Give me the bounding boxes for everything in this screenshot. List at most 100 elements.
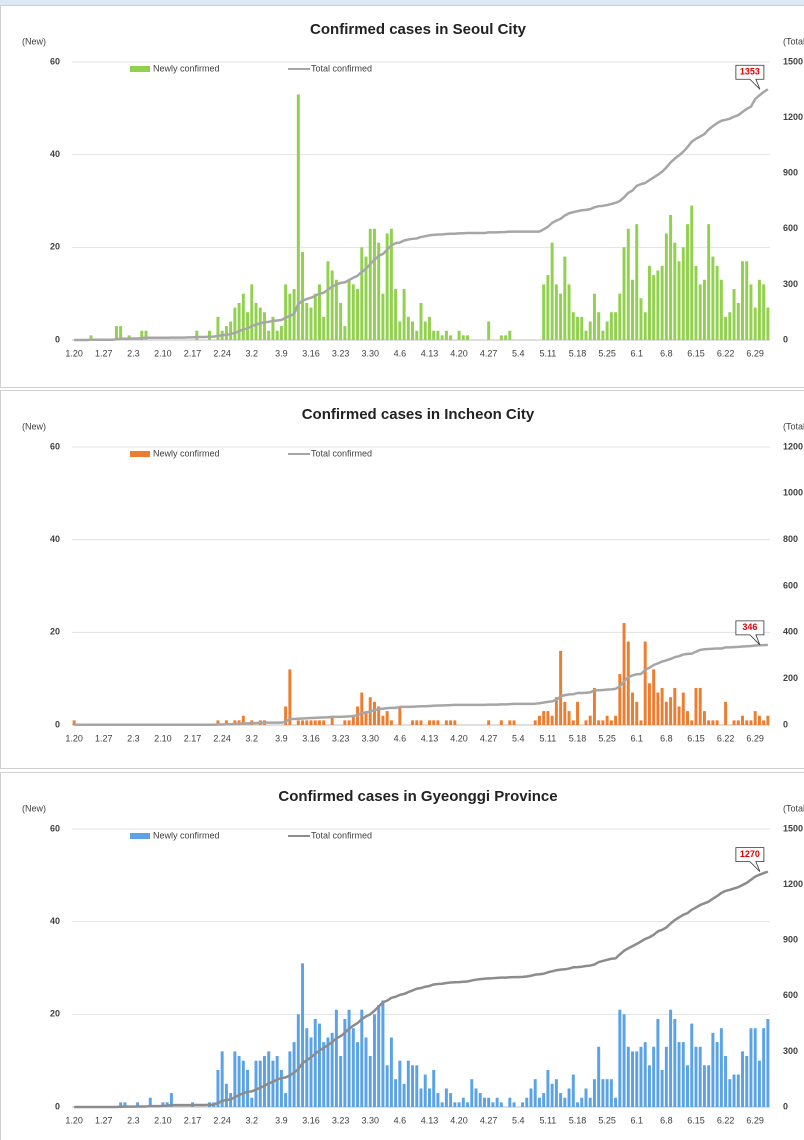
bar bbox=[389, 228, 393, 340]
bar bbox=[639, 1046, 643, 1107]
bar bbox=[250, 284, 254, 340]
bar bbox=[432, 720, 436, 725]
y2-tick-label: 600 bbox=[783, 223, 798, 233]
bar bbox=[453, 1102, 457, 1107]
bar bbox=[631, 279, 634, 340]
bar bbox=[504, 335, 508, 340]
bar bbox=[508, 330, 512, 340]
bar bbox=[216, 316, 220, 340]
chart-title: Confirmed cases in Gyeonggi Province bbox=[278, 788, 557, 805]
x-tick-label: 4.20 bbox=[450, 348, 468, 358]
x-tick-label: 3.30 bbox=[361, 733, 379, 743]
x-tick-label: 5.4 bbox=[512, 1115, 525, 1125]
bar bbox=[398, 706, 402, 725]
bar bbox=[546, 711, 550, 725]
bar bbox=[690, 1023, 694, 1107]
bar bbox=[343, 326, 347, 340]
bar bbox=[444, 720, 448, 725]
bar bbox=[762, 720, 766, 725]
bar bbox=[533, 720, 537, 725]
bar bbox=[690, 720, 694, 725]
bar bbox=[597, 1046, 601, 1107]
x-tick-label: 3.16 bbox=[302, 733, 320, 743]
x-tick-label: 5.25 bbox=[598, 733, 616, 743]
bar bbox=[381, 1000, 385, 1107]
y-tick-label: 40 bbox=[50, 916, 60, 926]
bar bbox=[491, 1102, 495, 1107]
bar bbox=[440, 1102, 444, 1107]
x-tick-label: 2.17 bbox=[184, 733, 202, 743]
x-tick-label: 4.20 bbox=[450, 1115, 468, 1125]
x-tick-label: 4.27 bbox=[480, 348, 498, 358]
x-tick-label: 6.1 bbox=[630, 733, 643, 743]
bar bbox=[736, 720, 740, 725]
y2-tick-label: 1200 bbox=[783, 879, 803, 889]
bar bbox=[292, 1042, 296, 1107]
bar bbox=[652, 275, 656, 340]
bar bbox=[326, 261, 330, 340]
bar bbox=[474, 1088, 478, 1107]
x-tick-label: 3.23 bbox=[332, 348, 350, 358]
bar bbox=[762, 1028, 766, 1107]
x-tick-label: 3.16 bbox=[302, 348, 320, 358]
bar bbox=[702, 1065, 706, 1107]
y-tick-label: 40 bbox=[50, 149, 60, 159]
bar bbox=[525, 1097, 529, 1107]
x-tick-label: 2.17 bbox=[184, 348, 202, 358]
bar bbox=[267, 330, 271, 340]
bar bbox=[542, 711, 546, 725]
x-tick-label: 2.10 bbox=[154, 348, 172, 358]
bar bbox=[317, 284, 321, 340]
bar bbox=[495, 1097, 499, 1107]
bar bbox=[745, 720, 749, 725]
bar bbox=[554, 1079, 558, 1107]
bar bbox=[224, 720, 228, 725]
bar bbox=[626, 641, 630, 725]
bar bbox=[622, 1014, 626, 1107]
bar bbox=[694, 265, 698, 340]
bar bbox=[487, 1097, 491, 1107]
bar bbox=[766, 307, 770, 340]
bar bbox=[601, 1079, 605, 1107]
bar bbox=[728, 1079, 732, 1107]
bar bbox=[686, 1065, 689, 1107]
bar bbox=[508, 1097, 512, 1107]
bar bbox=[647, 683, 651, 725]
x-tick-label: 5.25 bbox=[598, 1115, 616, 1125]
bar bbox=[389, 1037, 393, 1107]
x-tick-label: 6.1 bbox=[630, 1115, 643, 1125]
bar bbox=[563, 256, 567, 340]
bar bbox=[339, 302, 343, 340]
bar bbox=[144, 330, 148, 340]
bar bbox=[389, 720, 393, 725]
bar bbox=[707, 1065, 711, 1107]
bar bbox=[317, 720, 321, 725]
bar bbox=[427, 720, 431, 725]
bar bbox=[267, 1051, 271, 1107]
bar bbox=[546, 275, 550, 340]
bar bbox=[563, 1097, 567, 1107]
bar bbox=[559, 293, 563, 340]
bar bbox=[347, 720, 351, 725]
bar bbox=[757, 1060, 761, 1107]
bar bbox=[643, 641, 647, 725]
bar bbox=[449, 335, 453, 340]
x-tick-label: 5.18 bbox=[569, 348, 587, 358]
bar bbox=[499, 720, 503, 725]
bar bbox=[711, 720, 715, 725]
x-tick-label: 1.20 bbox=[65, 1115, 83, 1125]
y-tick-label: 20 bbox=[50, 1009, 60, 1019]
y2-tick-label: 1000 bbox=[783, 488, 803, 498]
bar bbox=[436, 330, 440, 340]
x-tick-label: 1.27 bbox=[95, 733, 113, 743]
bar bbox=[394, 1079, 398, 1107]
bar bbox=[618, 293, 622, 340]
bar bbox=[614, 312, 618, 340]
bar bbox=[343, 1018, 347, 1107]
y2-tick-label: 600 bbox=[783, 990, 798, 1000]
bar bbox=[732, 720, 736, 725]
bar bbox=[309, 720, 313, 725]
y2-tick-label: 300 bbox=[783, 1046, 798, 1056]
y-axis-label: (New) bbox=[22, 421, 46, 431]
